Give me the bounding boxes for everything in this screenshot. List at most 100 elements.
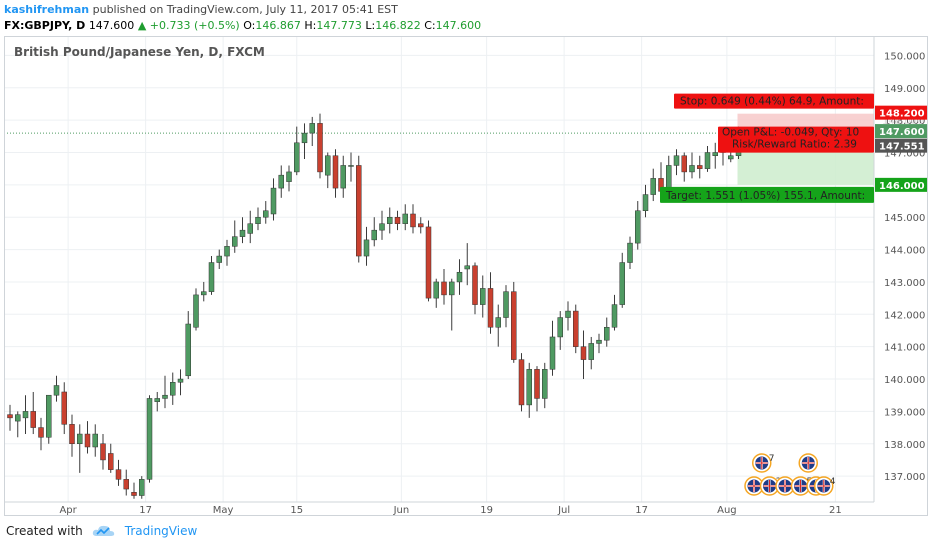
author-link[interactable]: kashifrehman <box>4 3 90 16</box>
candle-body <box>596 339 602 344</box>
y-tick-label: 144.000 <box>884 246 925 257</box>
candle-body <box>131 492 137 496</box>
candle-body <box>77 433 83 444</box>
x-tick-label: May <box>213 505 234 516</box>
close-label: C: <box>424 19 436 32</box>
event-flag-icon <box>759 476 780 496</box>
tradingview-brand[interactable]: TradingView <box>124 524 198 538</box>
candle-body <box>425 226 432 299</box>
candle-body <box>53 385 60 396</box>
candle-body <box>549 336 556 370</box>
last-price-label <box>875 124 927 139</box>
candle-body <box>7 414 13 419</box>
candle-body <box>371 229 377 241</box>
x-tick-label: Aug <box>717 505 737 516</box>
candle-body <box>387 216 393 224</box>
event-flag-icon <box>798 453 818 473</box>
candle-body <box>247 223 253 234</box>
entry-price-label <box>875 138 927 153</box>
y-tick-label: 138.000 <box>884 440 925 451</box>
candle-body <box>139 479 145 496</box>
price-chart[interactable]: 73574 150.000149.000148.000147.000146.00… <box>4 36 928 516</box>
candle-body <box>348 165 354 167</box>
candle-body <box>604 327 610 341</box>
candle-body <box>154 398 160 402</box>
low-value: 146.822 <box>375 19 421 32</box>
entry-price-label-text: 147.551 <box>879 142 925 153</box>
x-tick-label: Jun <box>393 505 410 516</box>
open-label: O: <box>243 19 256 32</box>
low-label: L: <box>365 19 376 32</box>
symbol-label[interactable]: FX:GBPJPY, D <box>4 19 86 32</box>
candle-body <box>239 229 246 237</box>
candle-body <box>557 317 563 338</box>
candle-body <box>170 382 176 396</box>
candle-body <box>294 142 300 173</box>
candle-body <box>46 394 52 438</box>
candle-body <box>193 294 199 328</box>
candle-body <box>588 343 594 360</box>
y-tick-label: 141.000 <box>884 343 925 354</box>
x-tick-label: 17 <box>139 505 152 516</box>
target-price-label <box>875 177 927 192</box>
candle-body <box>635 210 641 244</box>
candle-body <box>697 165 703 169</box>
x-tick-label: 19 <box>480 505 493 516</box>
candle-body <box>433 281 439 299</box>
created-with-label: Created with <box>6 524 83 538</box>
candle-body <box>224 246 230 257</box>
y-tick-label: 147.000 <box>884 149 925 160</box>
candle-body <box>449 281 455 296</box>
candle-body <box>495 317 501 328</box>
candle-body <box>108 453 114 470</box>
event-flag-icon <box>814 476 834 496</box>
high-label: H: <box>304 19 317 32</box>
candle-body <box>301 132 308 144</box>
candle-body <box>356 165 362 257</box>
target-label-text: Target: 1.551 (1.05%) 155.1, Amount: <box>665 190 865 202</box>
publish-line: kashifrehman published on TradingView.co… <box>4 2 924 18</box>
candle-body <box>642 194 649 211</box>
candle-body <box>92 433 98 448</box>
chart-header: kashifrehman published on TradingView.co… <box>4 2 924 34</box>
candle-body <box>712 152 718 156</box>
candle-body <box>689 165 695 173</box>
candle-body <box>38 427 44 438</box>
time-axis[interactable]: Apr 17 May 15 Jun 19 Jul 17 Aug 21 <box>59 505 841 516</box>
chart-frame: 73574 150.000149.000148.000147.000146.00… <box>4 36 928 516</box>
high-value: 147.773 <box>316 19 362 32</box>
event-count: 4 <box>830 477 836 487</box>
last-price: 147.600 <box>88 19 135 32</box>
candle-body <box>619 262 625 305</box>
candle-body <box>185 323 191 377</box>
candle-body <box>534 369 540 399</box>
footer: Created with TradingView <box>6 524 197 538</box>
grid <box>4 36 874 502</box>
candle-body <box>115 469 122 480</box>
x-tick-label: 21 <box>829 505 842 516</box>
stop-label-text: Stop: 0.649 (0.44%) 64.9, Amount: <box>680 96 864 108</box>
candle-body <box>61 391 67 425</box>
hidden-tick-label: 148.000 <box>882 116 923 127</box>
candle-body <box>503 291 509 318</box>
candle-body <box>325 155 331 176</box>
candle-body <box>704 152 711 169</box>
candle-body <box>177 378 184 383</box>
candle-body <box>278 174 284 189</box>
candle-body <box>332 155 339 189</box>
candle-body <box>208 262 215 292</box>
target-price-label-text: 146.000 <box>879 181 925 192</box>
candle-body <box>441 281 447 296</box>
stop-price-label <box>875 105 927 120</box>
candle-body <box>580 346 587 360</box>
x-tick-label: 15 <box>290 505 303 516</box>
chart-border <box>4 36 928 516</box>
risk-reward-text: Risk/Reward Ratio: 2.39 <box>732 139 857 151</box>
open-value: 146.867 <box>255 19 301 32</box>
y-tick-label: 149.000 <box>884 84 925 95</box>
candle-body <box>410 213 416 228</box>
event-count: 7 <box>769 454 775 464</box>
candle-body <box>270 187 277 215</box>
candle-body <box>162 394 168 399</box>
candle-body <box>456 271 463 283</box>
